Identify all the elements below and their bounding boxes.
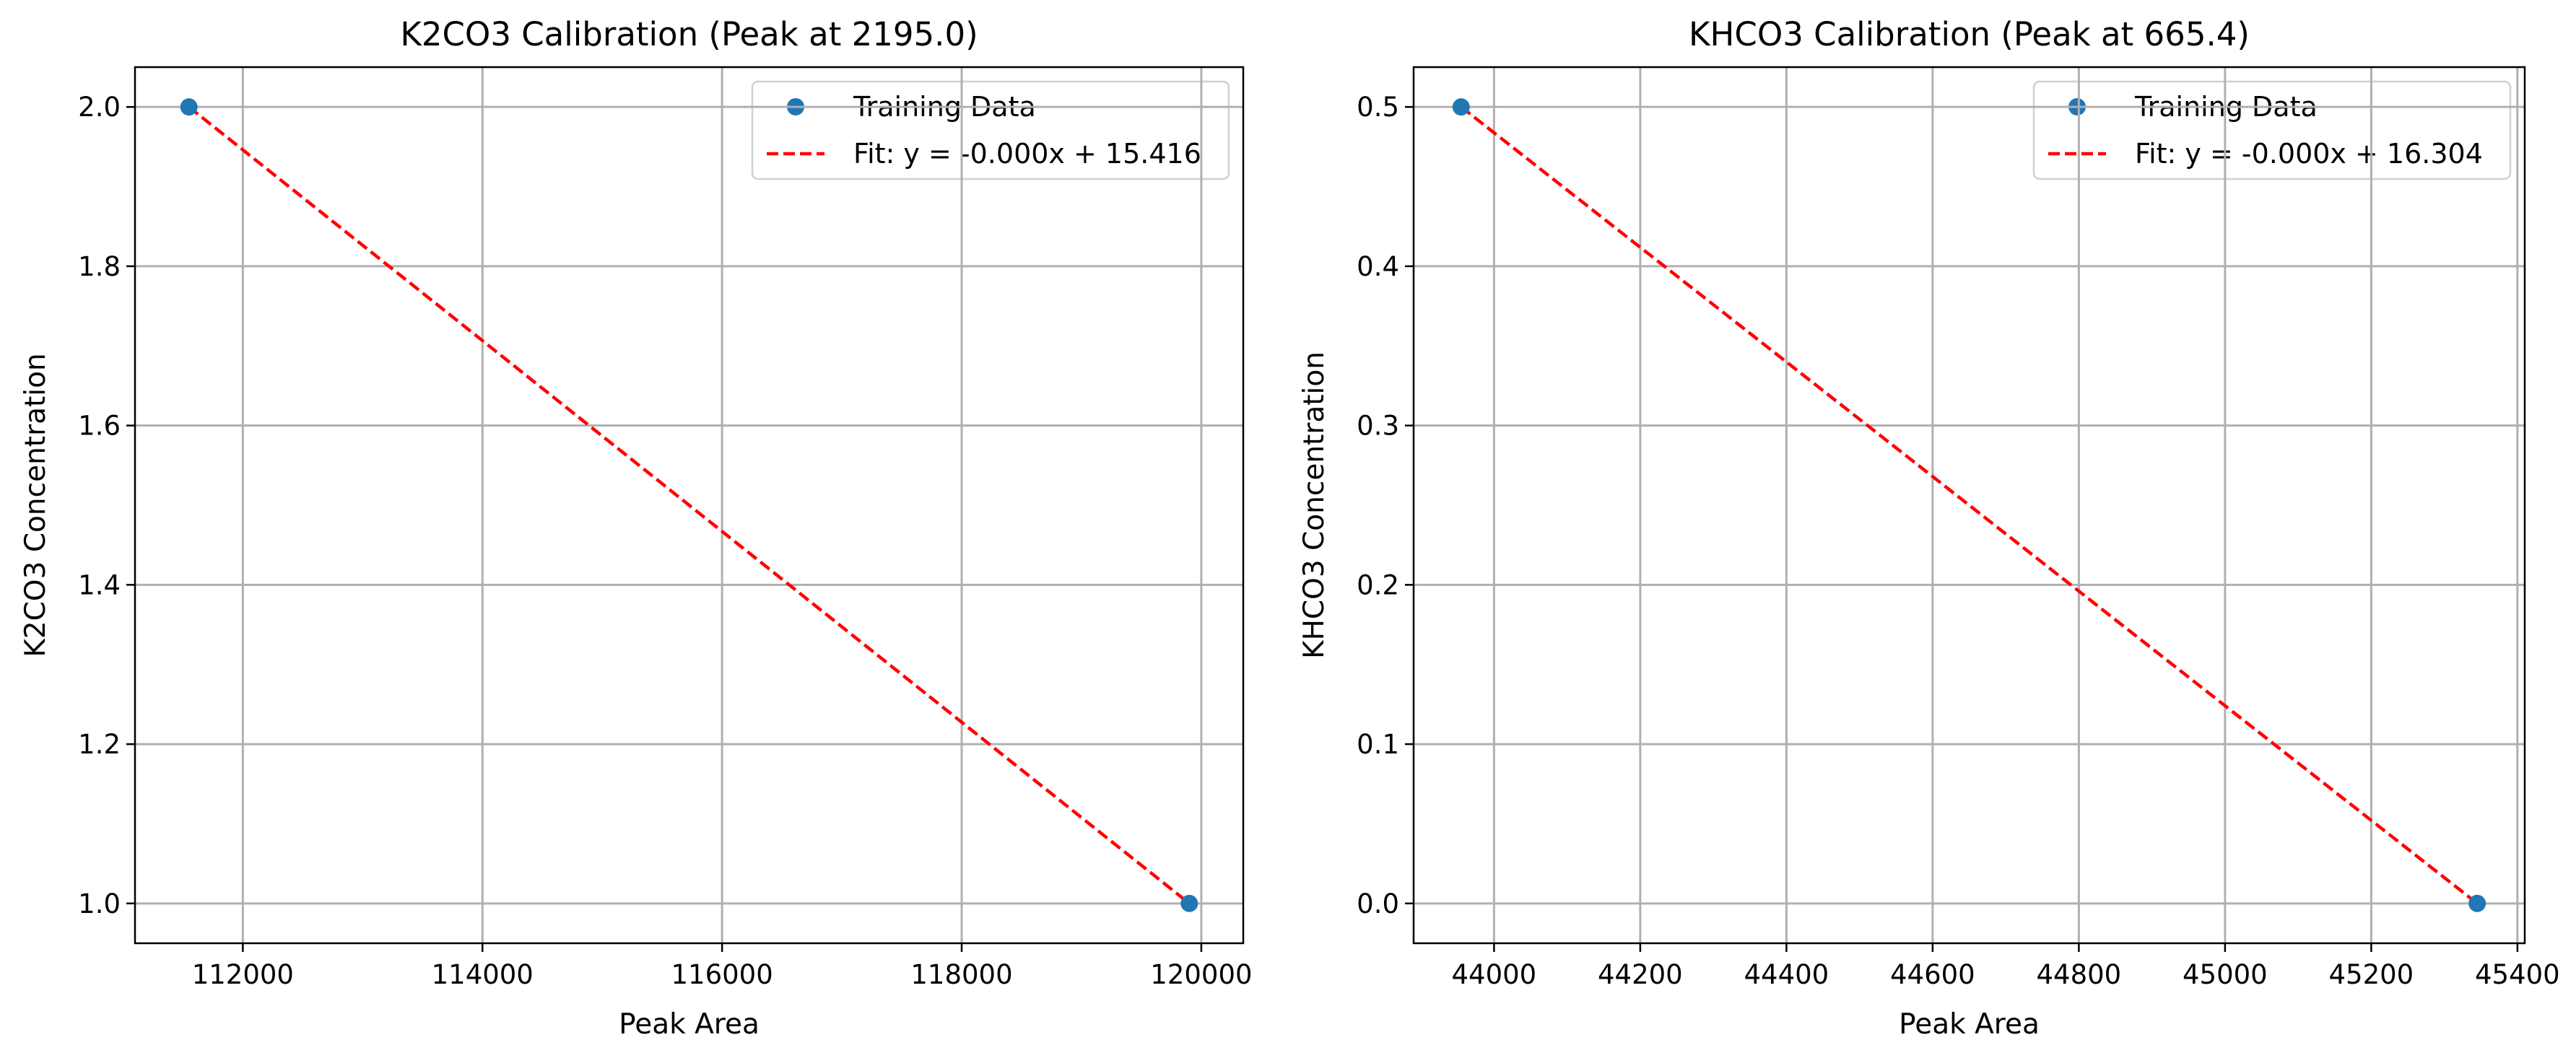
y-tick-label: 0.1	[1357, 729, 1399, 760]
y-tick-label: 1.4	[78, 569, 121, 600]
y-tick-label: 2.0	[78, 92, 121, 123]
y-tick-label: 1.2	[78, 729, 121, 760]
ticks: 112000 114000 116000 118000 120000 1.0 1.2 1.4 1…	[78, 92, 1252, 990]
x-tick-label: 44200	[1598, 959, 1683, 990]
x-tick-label: 45400	[2475, 959, 2560, 990]
ticks: 44000 44200 44400 44600 44800 45000 45200 45400…	[1357, 92, 2560, 990]
plot-area	[180, 98, 1198, 912]
data-point	[2468, 894, 2486, 912]
fit-line	[1460, 105, 2479, 905]
axes-frame	[134, 66, 1245, 945]
grid	[135, 67, 1243, 943]
data-point	[180, 98, 198, 116]
x-tick-label: 44800	[2037, 959, 2122, 990]
data-point	[1452, 98, 1470, 116]
legend-label-fit: Fit: y = -0.000x + 16.304	[2135, 138, 2483, 170]
x-axis-label: Peak Area	[1899, 1008, 2040, 1041]
x-tick-label: 45000	[2183, 959, 2268, 990]
y-tick-label: 0.5	[1357, 92, 1399, 123]
chart-k2co3-calibration: K2CO3 Calibration (Peak at 2195.0) Peak …	[19, 15, 1253, 1041]
chart-khco3-calibration: KHCO3 Calibration (Peak at 665.4) Peak A…	[1298, 15, 2560, 1041]
data-point	[1180, 894, 1198, 912]
x-tick-label: 116000	[671, 959, 773, 990]
chart-title: K2CO3 Calibration (Peak at 2195.0)	[400, 15, 978, 53]
y-axis-label: KHCO3 Concentration	[1298, 351, 1331, 659]
y-tick-label: 0.2	[1357, 569, 1399, 600]
x-tick-label: 120000	[1150, 959, 1252, 990]
y-tick-label: 1.0	[78, 888, 121, 919]
y-tick-label: 1.8	[78, 251, 121, 282]
x-tick-label: 44400	[1744, 959, 1829, 990]
y-tick-label: 0.0	[1357, 888, 1399, 919]
y-tick-label: 0.3	[1357, 411, 1399, 442]
fit-line	[188, 105, 1191, 905]
y-tick-label: 0.4	[1357, 251, 1399, 282]
x-tick-label: 44000	[1452, 959, 1537, 990]
x-tick-label: 118000	[910, 959, 1012, 990]
x-tick-label: 112000	[192, 959, 294, 990]
grid	[1414, 67, 2525, 943]
x-axis-label: Peak Area	[619, 1008, 760, 1041]
plot-area	[1452, 98, 2486, 912]
legend-label-fit: Fit: y = -0.000x + 15.416	[853, 138, 1201, 170]
x-tick-label: 44600	[1890, 959, 1975, 990]
axes-frame	[1412, 66, 2526, 945]
y-tick-label: 1.6	[78, 411, 121, 442]
x-tick-label: 114000	[432, 959, 534, 990]
chart-title: KHCO3 Calibration (Peak at 665.4)	[1689, 15, 2250, 53]
y-axis-label: K2CO3 Concentration	[19, 353, 52, 657]
x-tick-label: 45200	[2329, 959, 2414, 990]
